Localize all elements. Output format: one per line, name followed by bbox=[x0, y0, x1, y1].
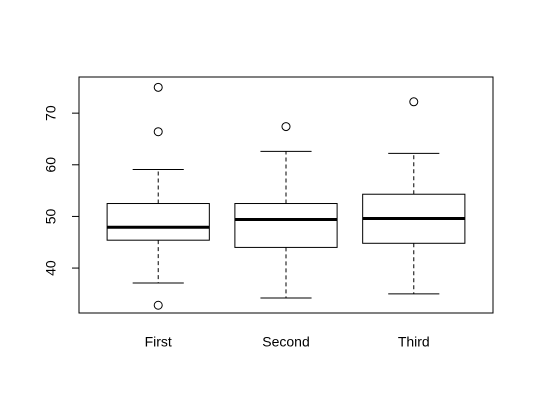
box bbox=[234, 203, 338, 248]
box bbox=[106, 203, 210, 241]
y-tick-label: 40 bbox=[43, 260, 59, 276]
plot-frame bbox=[78, 76, 494, 314]
outlier bbox=[153, 127, 163, 137]
y-tick-label: 50 bbox=[43, 208, 59, 224]
y-tick-label: 70 bbox=[43, 105, 59, 121]
outlier bbox=[409, 97, 419, 107]
x-tick-label: Third bbox=[398, 334, 430, 350]
x-tick-label: Second bbox=[262, 334, 309, 350]
y-tick-label: 60 bbox=[43, 157, 59, 173]
outlier bbox=[153, 300, 163, 310]
x-tick-label: First bbox=[145, 334, 172, 350]
outlier bbox=[153, 82, 163, 92]
outlier bbox=[281, 122, 291, 132]
